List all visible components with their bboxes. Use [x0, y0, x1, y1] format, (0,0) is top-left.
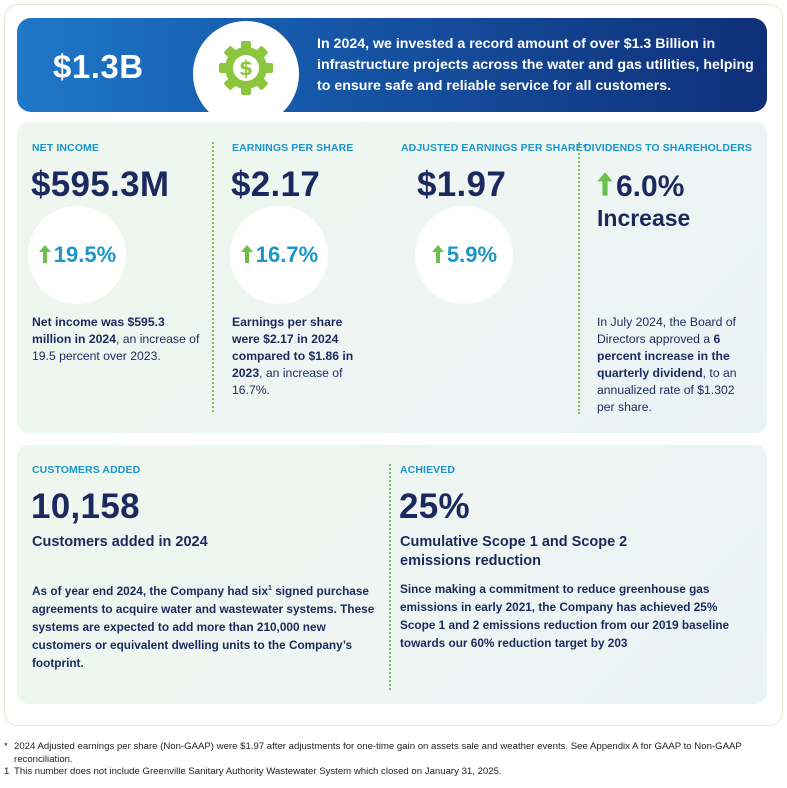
net-income-change-circle: 19.5% [28, 206, 126, 304]
financial-metrics-panel [17, 122, 767, 433]
divider [212, 142, 214, 412]
adjusted-eps-change-circle: 5.9% [415, 206, 513, 304]
up-arrow-icon [240, 245, 253, 263]
dividend-increase-headline: 6.0% [596, 170, 684, 204]
divider [578, 142, 580, 414]
emissions-reduction-value: 25% [399, 487, 470, 526]
footnote-customers: 1 This number does not include Greenville… [4, 766, 502, 777]
achieved-label: ACHIEVED [400, 464, 456, 476]
svg-text:$: $ [239, 56, 253, 80]
up-arrow-icon [38, 245, 51, 263]
footnote-adjusted-eps: * 2024 Adjusted earnings per share (Non-G… [4, 741, 742, 765]
eps-label: EARNINGS PER SHARE [232, 142, 354, 154]
dividend-increase-value: 6.0% [616, 170, 685, 203]
customers-added-subtitle: Customers added in 2024 [32, 534, 208, 550]
divider [389, 464, 391, 690]
net-income-change: 19.5% [53, 242, 117, 267]
up-arrow-icon [597, 172, 613, 196]
up-arrow-icon [431, 245, 444, 263]
eps-value: $2.17 [231, 165, 321, 204]
net-income-label: NET INCOME [32, 142, 99, 154]
dividends-description: In July 2024, the Board of Directors app… [597, 315, 737, 414]
eps-change: 16.7% [255, 242, 319, 267]
adjusted-eps-change: 5.9% [446, 242, 498, 267]
investment-banner: $1.3B $ In 2024, we invested a record am… [17, 18, 767, 112]
gear-dollar-icon: $ [219, 41, 273, 95]
emissions-reduction-subtitle: Cumulative Scope 1 and Scope 2 emissions… [400, 534, 628, 569]
customers-added-label: CUSTOMERS ADDED [32, 464, 141, 476]
adjusted-eps-value: $1.97 [417, 165, 507, 204]
adjusted-eps-label: ADJUSTED EARNINGS PER SHARE* [401, 142, 587, 154]
footnotes: * 2024 Adjusted earnings per share (Non-G… [4, 741, 779, 779]
eps-change-circle: 16.7% [230, 206, 328, 304]
dividend-increase-word: Increase [597, 205, 691, 231]
eps-description: Earnings per share were $2.17 in 2024 co… [232, 315, 354, 397]
gear-badge: $ [193, 21, 299, 112]
investment-amount: $1.3B [53, 48, 144, 85]
emissions-description: Since making a commitment to reduce gree… [400, 582, 730, 650]
banner-statement: In 2024, we invested a record amount of … [317, 36, 754, 94]
growth-sustainability-panel [17, 445, 767, 704]
net-income-description: Net income was $595.3 million in 2024, a… [32, 315, 200, 363]
dividends-label: DIVIDENDS TO SHAREHOLDERS [584, 142, 752, 154]
net-income-value: $595.3M [31, 165, 170, 204]
customers-description: As of year end 2024, the Company had six… [32, 583, 375, 670]
customers-added-value: 10,158 [31, 487, 140, 526]
